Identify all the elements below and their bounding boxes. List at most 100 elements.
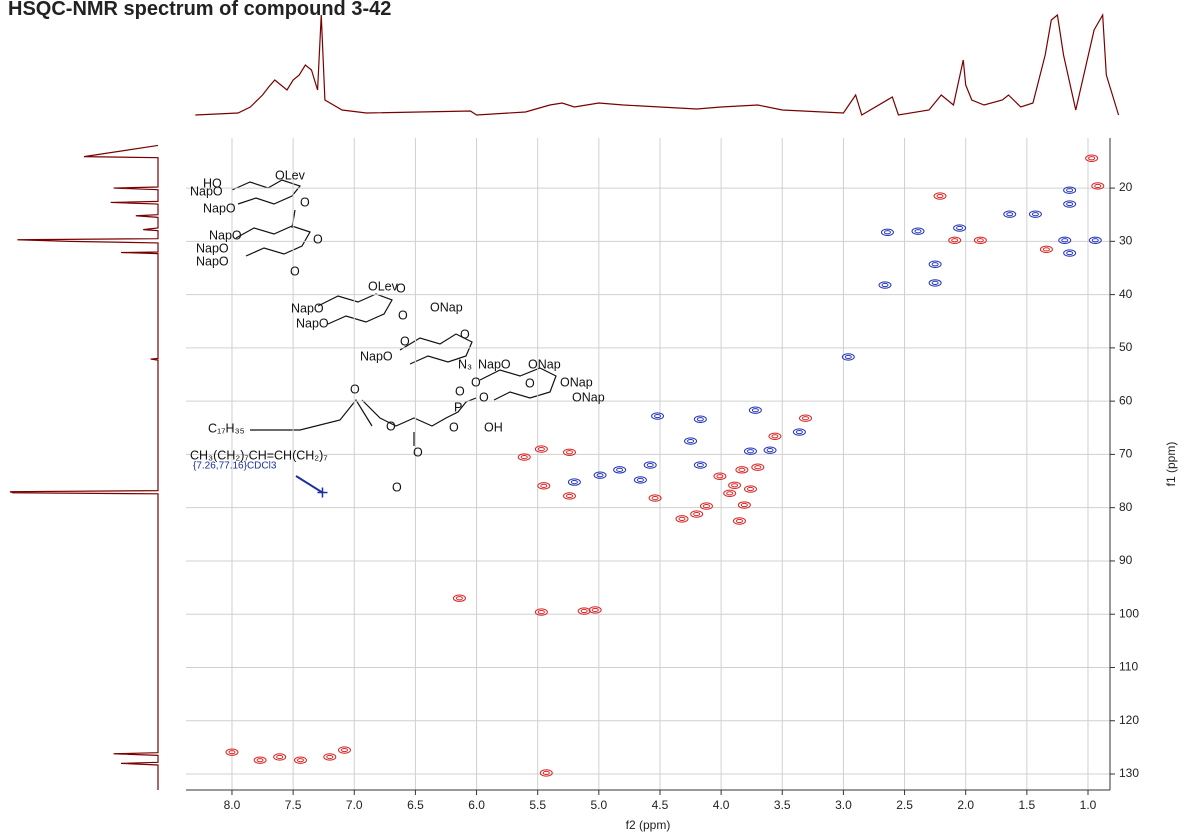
- cross-peak-contour: [455, 596, 463, 601]
- cross-peak-contour: [1066, 201, 1074, 207]
- cross-peak: [690, 510, 704, 518]
- cross-peak: [878, 281, 892, 289]
- cross-peak: [273, 753, 287, 761]
- structure-label: O: [413, 445, 423, 459]
- structure-label: NapO: [478, 357, 511, 371]
- y-tick-label: 80: [1119, 500, 1133, 514]
- cross-peak: [323, 753, 337, 761]
- cross-peak: [684, 437, 698, 445]
- cross-peak: [973, 236, 987, 244]
- structure-label: O: [479, 390, 489, 404]
- cross-peak-contour: [746, 486, 754, 492]
- structure-label: P: [454, 400, 462, 414]
- cross-peak-contour: [616, 467, 624, 472]
- cross-peak-contour: [802, 416, 810, 421]
- x-tick-label: 8.0: [224, 798, 241, 812]
- cross-peak-contour: [914, 229, 922, 234]
- cross-peak: [732, 517, 746, 525]
- x-tick-label: 4.5: [652, 798, 669, 812]
- cross-peak-contour: [540, 483, 548, 488]
- cross-peak: [735, 466, 749, 474]
- structure-label: O: [455, 384, 465, 398]
- cross-peak: [534, 608, 548, 616]
- cross-peak: [562, 492, 576, 500]
- structure-label: O: [471, 375, 481, 389]
- cross-peak-contour: [570, 480, 578, 485]
- cross-peak-contour: [976, 238, 984, 243]
- cross-peak: [651, 412, 665, 420]
- cross-peak-contour: [654, 413, 662, 419]
- cross-peak-contour: [883, 230, 891, 235]
- cross-peak: [743, 447, 757, 455]
- cross-peak-contour: [646, 462, 654, 468]
- cross-peak-contour: [1042, 247, 1050, 252]
- cross-peak: [928, 260, 942, 268]
- structure-label: O: [396, 281, 406, 295]
- structure-label: NapO: [360, 349, 393, 363]
- cross-peak-contour: [580, 608, 588, 614]
- structure-label: O: [300, 195, 310, 209]
- cross-peak-contour: [678, 516, 686, 521]
- x-tick-label: 3.0: [835, 798, 852, 812]
- x-axis-label: f2 (ppm): [626, 818, 671, 832]
- bond: [231, 179, 302, 205]
- cross-peak: [880, 228, 894, 236]
- cross-peak-contour: [565, 450, 573, 455]
- structure-label: O: [392, 480, 402, 494]
- cross-peak: [953, 224, 967, 232]
- y-tick-label: 130: [1119, 766, 1139, 780]
- cross-peak-contour: [1066, 250, 1074, 256]
- annotation-marker: [317, 487, 328, 498]
- cross-peak: [633, 476, 647, 484]
- cross-peak: [948, 236, 962, 244]
- structure-label: ONap: [572, 390, 605, 404]
- cross-peak-contour: [276, 754, 284, 760]
- cross-peak-contour: [687, 438, 695, 444]
- cross-peak-contour: [591, 607, 599, 613]
- cross-peak-contour: [296, 758, 304, 763]
- structure-label: NapO: [196, 254, 229, 268]
- cross-peak: [567, 478, 581, 486]
- cross-peak: [728, 481, 742, 490]
- x-tick-label: 5.5: [529, 798, 546, 812]
- bond: [479, 367, 557, 401]
- cross-peak: [693, 415, 707, 423]
- structure-label: N₃: [458, 357, 472, 371]
- cross-peak-contour: [746, 449, 754, 454]
- cross-peak-contour: [726, 491, 734, 496]
- cross-peak-contour: [565, 493, 573, 499]
- cross-peak: [1003, 210, 1017, 218]
- cross-peak-contour: [731, 483, 739, 488]
- structure-bonds: [231, 179, 557, 446]
- cross-peak: [517, 453, 531, 461]
- annotation: {7.26,77.16}CDCl3: [193, 461, 277, 472]
- cross-peak-contour: [735, 518, 743, 524]
- cross-peak-contour: [702, 503, 710, 509]
- cross-peak-contour: [537, 446, 545, 452]
- cross-peak: [648, 494, 662, 502]
- structure-label: O: [449, 420, 459, 434]
- cross-peak-contour: [1006, 212, 1014, 217]
- cross-peak: [1063, 186, 1077, 194]
- cross-peak-contour: [951, 238, 959, 243]
- cross-peak-contour: [931, 280, 939, 285]
- structure-label: NapO: [203, 201, 236, 215]
- cross-peak-contour: [1094, 183, 1102, 189]
- structure-label: O: [460, 327, 470, 341]
- cross-peak: [1028, 210, 1042, 218]
- y-tick-label: 100: [1119, 606, 1139, 620]
- cross-peak: [841, 353, 855, 361]
- cross-peak: [588, 606, 602, 614]
- x-tick-label: 2.5: [896, 798, 913, 812]
- structure-label: O: [525, 376, 535, 390]
- structure-label: ONap: [560, 375, 593, 389]
- structure-label: NapO: [190, 184, 223, 198]
- cross-peak-contour: [256, 758, 264, 763]
- structure-label: O: [400, 334, 410, 348]
- y-tick-label: 40: [1119, 287, 1133, 301]
- cross-peak-contour: [751, 408, 759, 413]
- cross-peak-contour: [1066, 188, 1074, 193]
- cross-peak-contour: [1091, 238, 1099, 243]
- cross-peak: [534, 445, 548, 453]
